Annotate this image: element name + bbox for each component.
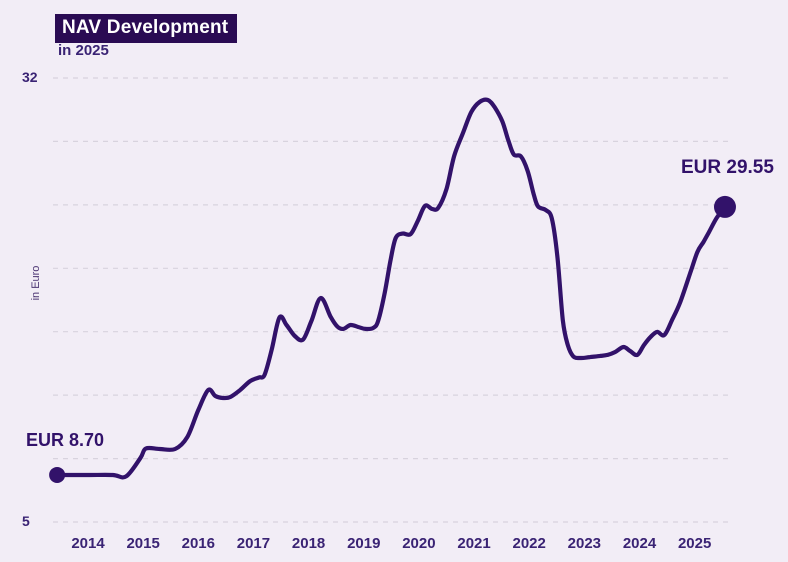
x-axis-label-2024: 2024 (622, 535, 657, 552)
start-point-marker (49, 466, 66, 483)
nav-line (55, 97, 728, 480)
x-axis-label-2018: 2018 (291, 535, 326, 552)
y-axis-tick-5: 5 (22, 513, 30, 529)
x-axis-label-2023: 2023 (567, 535, 602, 552)
start-value-label: EUR 8.70 (26, 430, 105, 450)
y-axis-title: in Euro (30, 265, 42, 301)
x-axis-label-2016: 2016 (181, 535, 215, 552)
chart-subtitle: in 2025 (58, 42, 109, 59)
x-axis-label-2017: 2017 (236, 535, 271, 552)
x-axis-label-2014: 2014 (71, 535, 105, 552)
y-axis-tick-32: 32 (22, 69, 38, 85)
x-axis-label-2015: 2015 (126, 535, 160, 552)
end-value-label: EUR 29.55 (681, 157, 774, 178)
x-axis-label-2020: 2020 (402, 535, 436, 552)
end-point-marker (713, 195, 736, 218)
x-axis-label-2022: 2022 (512, 535, 546, 552)
chart-title: NAV Development (55, 14, 238, 43)
x-axis-label-2019: 2019 (347, 535, 381, 552)
x-axis-label-2021: 2021 (457, 535, 491, 552)
x-axis-label-2025: 2025 (677, 535, 712, 552)
